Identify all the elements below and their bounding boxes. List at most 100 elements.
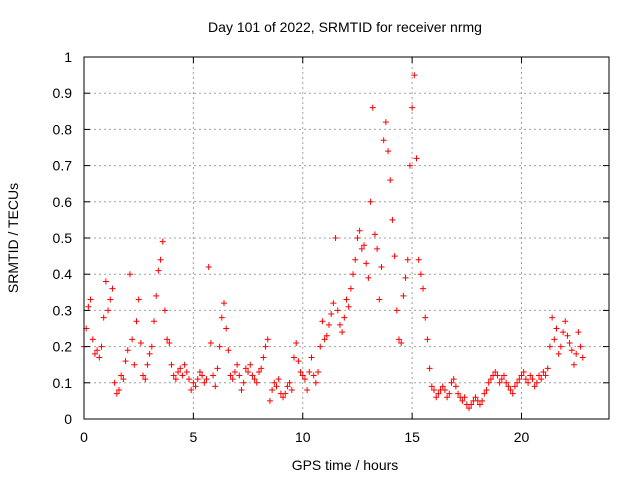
data-point xyxy=(299,372,306,379)
x-axis-label: GPS time / hours xyxy=(292,457,399,473)
data-point xyxy=(350,271,357,278)
data-point xyxy=(369,104,376,111)
data-point xyxy=(118,372,125,379)
data-point xyxy=(98,343,105,350)
data-point xyxy=(135,296,142,303)
data-point xyxy=(253,379,260,386)
data-point xyxy=(260,354,267,361)
data-point xyxy=(216,343,223,350)
data-point xyxy=(192,383,199,390)
y-tick-label: 0.5 xyxy=(53,230,73,246)
data-point xyxy=(89,336,96,343)
data-point xyxy=(485,379,492,386)
data-point xyxy=(87,296,94,303)
data-point xyxy=(144,361,151,368)
data-point xyxy=(492,368,499,375)
data-point xyxy=(196,368,203,375)
data-point xyxy=(190,379,197,386)
data-point xyxy=(415,256,422,263)
x-tick-label: 20 xyxy=(514,429,530,445)
data-point xyxy=(441,387,448,394)
data-point xyxy=(571,361,577,368)
data-point xyxy=(282,390,289,397)
data-point xyxy=(247,361,254,368)
data-point xyxy=(452,383,459,390)
data-point xyxy=(544,365,551,372)
data-point xyxy=(330,300,337,307)
data-point xyxy=(172,376,179,383)
x-tick-label: 10 xyxy=(295,429,311,445)
data-point xyxy=(170,372,177,379)
data-point xyxy=(428,383,435,390)
data-point xyxy=(238,387,245,394)
data-point xyxy=(203,376,210,383)
data-point xyxy=(146,350,153,357)
data-point xyxy=(391,253,398,260)
data-point xyxy=(522,376,529,383)
data-point xyxy=(564,332,571,339)
data-point xyxy=(420,285,427,292)
data-point xyxy=(177,365,184,372)
data-point xyxy=(306,368,313,375)
data-point xyxy=(227,372,234,379)
data-point xyxy=(295,358,302,365)
data-point xyxy=(352,256,359,263)
data-point xyxy=(288,387,295,394)
data-point xyxy=(264,336,271,343)
data-point xyxy=(468,401,475,408)
data-point xyxy=(555,350,562,357)
data-point xyxy=(568,347,575,354)
data-point xyxy=(343,296,350,303)
data-point xyxy=(159,238,166,245)
data-point xyxy=(483,387,490,394)
data-point xyxy=(336,321,343,328)
data-point xyxy=(280,394,287,401)
data-point xyxy=(518,372,525,379)
data-point xyxy=(354,235,361,241)
data-point xyxy=(142,376,149,383)
data-point xyxy=(188,387,195,394)
data-point xyxy=(426,365,433,372)
data-point xyxy=(269,387,276,394)
y-tick-label: 1 xyxy=(64,49,72,65)
data-point xyxy=(105,307,112,314)
data-point xyxy=(573,350,580,357)
data-point xyxy=(210,372,217,379)
data-point xyxy=(557,343,564,350)
data-point xyxy=(258,365,265,372)
data-point xyxy=(387,177,394,184)
data-point xyxy=(404,256,411,263)
data-point xyxy=(525,379,532,386)
data-point xyxy=(376,296,383,303)
data-point xyxy=(542,372,549,379)
data-point xyxy=(166,339,173,346)
data-point xyxy=(356,227,363,234)
data-point xyxy=(321,336,328,343)
data-point xyxy=(529,376,536,383)
data-point xyxy=(431,387,437,394)
data-point xyxy=(129,336,136,343)
data-point xyxy=(385,148,392,155)
data-point xyxy=(422,314,429,321)
data-point xyxy=(256,368,262,375)
data-series-srmtid xyxy=(81,72,586,412)
data-point xyxy=(455,390,462,397)
data-point xyxy=(509,390,516,397)
data-point xyxy=(575,329,582,336)
data-point xyxy=(242,365,249,372)
data-point xyxy=(380,137,387,144)
data-point xyxy=(514,379,521,386)
data-point xyxy=(229,376,236,383)
data-point xyxy=(240,379,247,386)
data-point xyxy=(402,274,409,281)
data-point xyxy=(297,368,304,375)
data-point xyxy=(236,372,243,379)
data-point xyxy=(433,394,440,401)
data-point xyxy=(511,383,518,390)
axis-ticks: 00.10.20.30.40.50.60.70.80.910 5 10 15 20 xyxy=(53,49,609,445)
data-point xyxy=(291,354,297,361)
data-point xyxy=(332,235,339,241)
data-point xyxy=(531,383,538,390)
data-point xyxy=(536,372,542,379)
data-point xyxy=(328,311,335,318)
